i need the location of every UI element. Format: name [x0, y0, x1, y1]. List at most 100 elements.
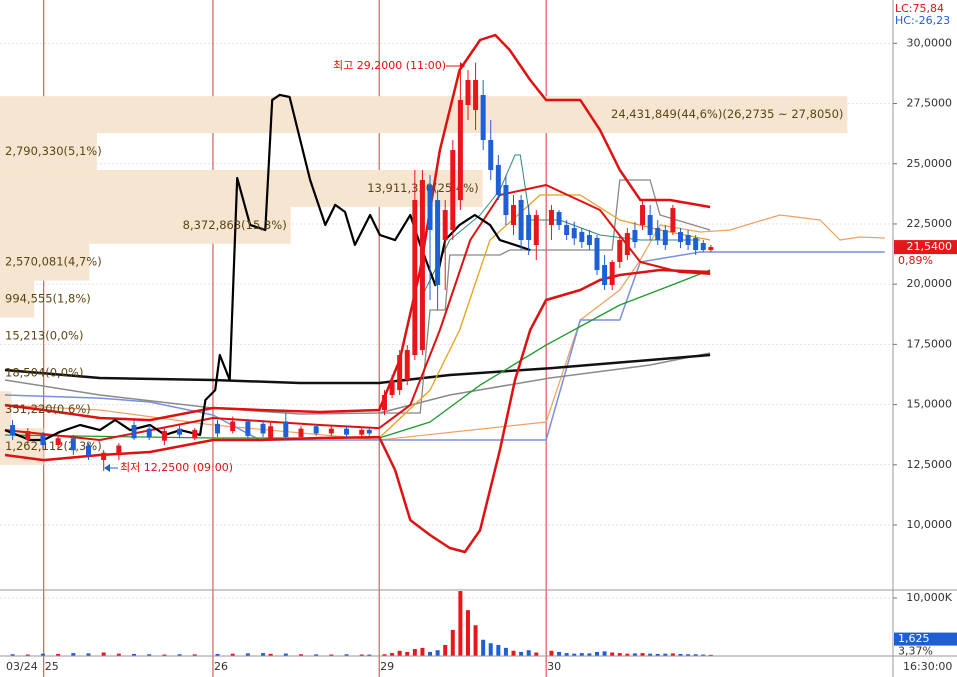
candle-body [146, 428, 152, 438]
volume-bar [655, 653, 660, 656]
candle-body [609, 262, 615, 286]
candle-body [427, 185, 433, 231]
x-tick-label: 25 [45, 660, 59, 673]
candle-body [70, 438, 76, 451]
volume-bar [382, 654, 387, 656]
candle-body [25, 431, 31, 441]
volume-profile-bar [0, 133, 97, 170]
candle-body [624, 233, 630, 256]
volume-bar [617, 653, 622, 656]
candle-body [693, 237, 699, 251]
candle-body [245, 421, 251, 436]
y-tick-label: 10,0000 [907, 518, 953, 531]
volume-profile-bar [0, 391, 12, 429]
candle-body [192, 429, 198, 439]
y-tick-label: 20,0000 [907, 277, 953, 290]
candle-body [328, 428, 334, 434]
high-annotation: 최고 29,2000 (11:00) [333, 59, 446, 72]
candle-body [404, 350, 410, 381]
volume-bar [496, 644, 501, 656]
volume-bar [397, 650, 402, 656]
volume-bar [648, 653, 653, 656]
volume-profile-label: 15,213(0,0%) [5, 328, 83, 342]
candle-body [366, 429, 372, 434]
volume-bar [101, 652, 106, 656]
indicator-line [419, 154, 701, 301]
volume-bar [511, 650, 516, 656]
candle-body [381, 395, 387, 411]
candle-body [55, 438, 61, 446]
volume-bar [40, 653, 45, 656]
volume-profile-bar [0, 206, 291, 244]
volume-bar [572, 653, 577, 656]
volume-bar [116, 653, 121, 656]
candle-body [511, 205, 517, 226]
volume-bar [268, 653, 273, 656]
candle-body [260, 423, 266, 434]
volume-bar [177, 654, 182, 656]
candle-body [298, 428, 304, 438]
volume-bar [663, 653, 668, 656]
volume-bar [595, 651, 599, 656]
candle-body [480, 95, 486, 141]
volume-bar [367, 654, 372, 656]
y-tick-label: 12,5000 [907, 458, 953, 471]
y-tick-label: 27,5000 [907, 97, 953, 110]
volume-profile-bar [0, 243, 90, 281]
candle-body [579, 231, 585, 243]
x-tick-label: 03/24 [6, 660, 38, 673]
volume-bar [458, 591, 463, 656]
hc-label: HC:-26,23 [895, 14, 950, 27]
volume-current-tag [894, 632, 957, 646]
candle-body [313, 426, 319, 434]
candle-body [685, 235, 691, 246]
candle-body [662, 230, 668, 246]
volume-profile-label: 351,220(0,6%) [5, 402, 91, 416]
candle-body [594, 237, 600, 271]
volume-bar [147, 654, 152, 656]
candle-body [215, 423, 221, 434]
volume-bar [359, 654, 364, 656]
candle-body [344, 428, 350, 435]
candle-body [617, 240, 623, 263]
candle-body [131, 425, 137, 439]
last-price-tag [894, 240, 957, 255]
candle-body [564, 225, 570, 236]
candle-body [602, 265, 608, 286]
candle-body [116, 445, 122, 456]
volume-bar [587, 653, 592, 656]
volume-bar [25, 654, 30, 656]
low-arrow-head [104, 464, 110, 472]
volume-bar [465, 610, 470, 656]
candle-body [10, 425, 16, 436]
volume-bar [549, 650, 554, 656]
volume-bar [314, 654, 319, 656]
volume-bar [670, 653, 675, 656]
lc-label: LC:75,84 [895, 2, 944, 15]
end-time-label: 16:30:00 [903, 660, 952, 673]
candle-body [389, 380, 395, 396]
indicator-line [4, 268, 711, 554]
candle-body [503, 185, 509, 216]
volume-bar [390, 653, 395, 656]
indicator-line [4, 33, 711, 422]
candle-body [85, 445, 91, 456]
volume-bar [602, 651, 607, 656]
volume-bar [534, 652, 539, 656]
volume-profile-bar [0, 169, 483, 207]
volume-bar [71, 653, 76, 656]
volume-bar [686, 654, 691, 656]
candle-body [495, 165, 501, 196]
candle-body [640, 205, 646, 226]
volume-profile-bar [0, 280, 35, 318]
volume-bar [693, 654, 698, 656]
last-price-label: 21,5400 [907, 240, 953, 253]
candle-body [435, 200, 441, 286]
volume-bar [329, 654, 334, 656]
volume-profile-label: 8,372,863(15,3%) [183, 218, 287, 232]
volume-bar [564, 653, 569, 656]
y-tick-label: 17,5000 [907, 337, 953, 350]
volume-bar [132, 653, 137, 656]
volume-bar [503, 647, 508, 656]
indicator-line [4, 353, 711, 385]
